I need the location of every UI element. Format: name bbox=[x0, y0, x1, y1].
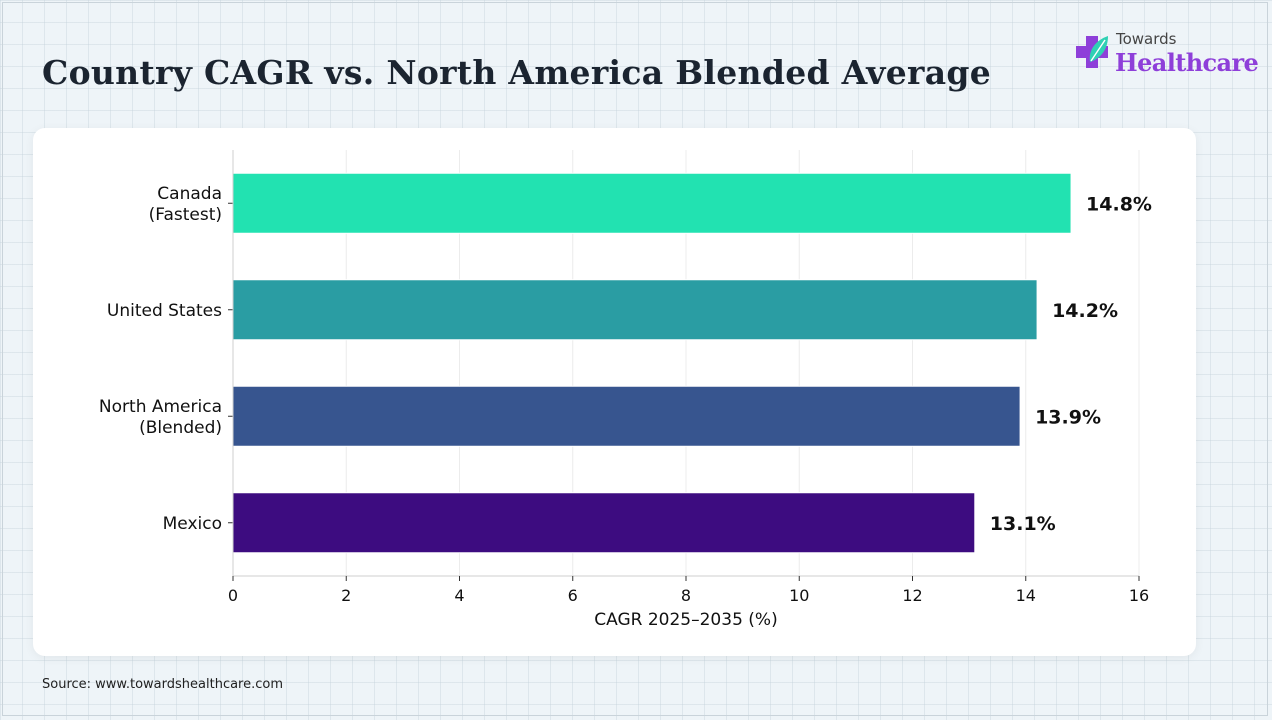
value-label-3: 13.1% bbox=[990, 513, 1056, 535]
value-label-0: 14.8% bbox=[1086, 193, 1152, 215]
category-label-2-1: (Blended) bbox=[139, 418, 222, 438]
xtick-label-0: 0 bbox=[228, 586, 238, 605]
bar-chart: 14.8% Canada(Fastest) 14.2% United States 13… bbox=[99, 150, 1152, 630]
bar-1 bbox=[232, 279, 1038, 341]
xtick-label-5: 10 bbox=[789, 586, 809, 605]
bar-2 bbox=[232, 385, 1021, 447]
category-label-0-0: Canada bbox=[157, 184, 222, 204]
category-label-0-1: (Fastest) bbox=[149, 205, 222, 225]
bar-0 bbox=[232, 172, 1072, 234]
category-label-3-0: Mexico bbox=[163, 514, 222, 534]
chart-card: 14.8% Canada (Fastest) 14.2% United States 13… bbox=[33, 128, 1196, 656]
logo-top-text: Towards bbox=[1116, 30, 1177, 48]
x-axis-title: CAGR 2025–2035 (%) bbox=[594, 610, 777, 630]
medical-cross-leaf-icon bbox=[1076, 36, 1108, 68]
xtick-label-2: 4 bbox=[454, 586, 464, 605]
xtick-label-8: 16 bbox=[1129, 586, 1149, 605]
xtick-label-3: 6 bbox=[568, 586, 578, 605]
leaf-vein bbox=[1090, 39, 1106, 62]
bar-3 bbox=[232, 492, 976, 554]
xtick-label-7: 14 bbox=[1016, 586, 1036, 605]
logo-main-text: Healthcare bbox=[1115, 48, 1259, 77]
xtick-label-6: 12 bbox=[902, 586, 922, 605]
category-label-2-0: North America bbox=[99, 397, 222, 417]
brand-logo: Towards Healthcare bbox=[1072, 30, 1259, 82]
value-label-1: 14.2% bbox=[1052, 300, 1118, 322]
xtick-label-4: 8 bbox=[681, 586, 691, 605]
value-label-2: 13.9% bbox=[1035, 406, 1101, 428]
xtick-label-1: 2 bbox=[341, 586, 351, 605]
category-label-1-0: United States bbox=[107, 301, 222, 321]
source-note: Source: www.towardshealthcare.com bbox=[42, 677, 284, 692]
page-title: Country CAGR vs. North America Blended A… bbox=[42, 53, 992, 92]
